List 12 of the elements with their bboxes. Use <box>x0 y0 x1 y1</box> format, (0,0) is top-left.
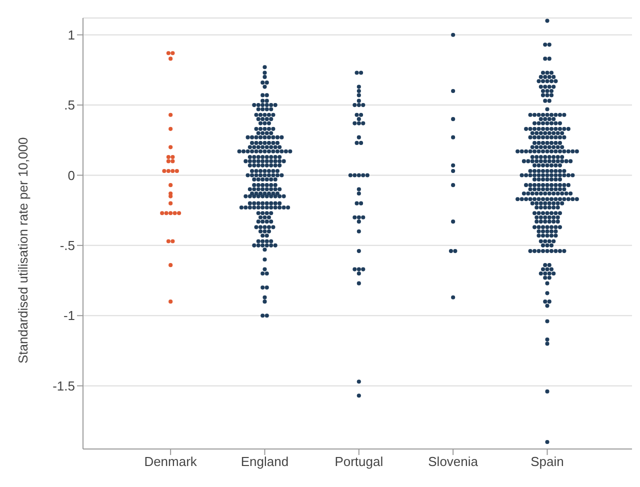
y-tick-label: 0 <box>68 168 75 183</box>
y-tick-label: -1.5 <box>52 378 75 394</box>
y-tick-label: -.5 <box>60 238 75 254</box>
x-tick-label: Portugal <box>334 454 384 470</box>
y-tick-label: .5 <box>64 98 75 113</box>
x-tick-label: England <box>240 454 289 470</box>
x-tick-label: Denmark <box>144 454 198 470</box>
x-tick-label: Spain <box>530 454 564 470</box>
y-tick-label: 1 <box>68 27 75 42</box>
y-axis-title: Standardised utilisation rate per 10,000 <box>16 137 31 364</box>
y-tick-label: -1 <box>63 308 75 324</box>
x-tick-label: Slovenia <box>428 454 479 470</box>
